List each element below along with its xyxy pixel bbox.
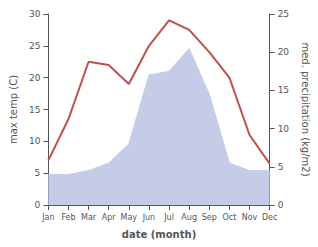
svg-text:20: 20 [29,73,41,83]
svg-text:Jun: Jun [142,213,156,222]
svg-text:May: May [121,213,138,222]
svg-text:5: 5 [35,168,41,178]
svg-text:0: 0 [278,200,284,210]
svg-text:10: 10 [29,136,41,146]
svg-text:15: 15 [29,105,40,115]
svg-text:30: 30 [29,9,41,19]
svg-text:Nov: Nov [242,213,258,222]
svg-text:Aug: Aug [181,213,197,222]
svg-text:10: 10 [278,124,290,134]
svg-text:25: 25 [29,41,40,51]
svg-text:Dec: Dec [262,213,277,222]
svg-text:20: 20 [278,47,290,57]
svg-text:Apr: Apr [102,213,117,222]
svg-text:date (month): date (month) [122,229,196,240]
svg-text:Jan: Jan [41,213,54,222]
svg-text:15: 15 [278,85,289,95]
svg-text:Mar: Mar [81,213,97,222]
svg-text:Jul: Jul [163,213,174,222]
svg-text:Feb: Feb [61,213,75,222]
svg-text:0: 0 [35,200,41,210]
svg-text:5: 5 [278,162,284,172]
svg-text:25: 25 [278,9,289,19]
svg-text:max temp (C): max temp (C) [8,75,19,144]
svg-text:Oct: Oct [222,213,236,222]
svg-text:med. precipitation (kg/m2): med. precipitation (kg/m2) [300,42,311,176]
svg-text:Sep: Sep [202,213,217,222]
